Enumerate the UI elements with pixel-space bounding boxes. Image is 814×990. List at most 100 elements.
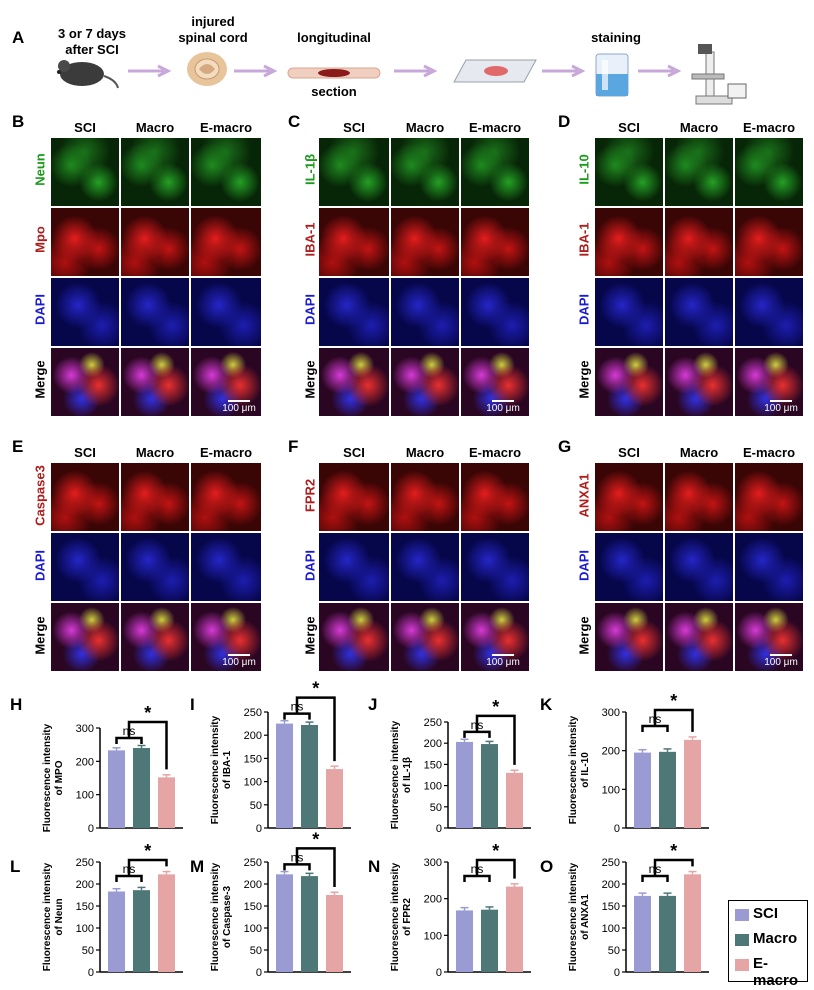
sig-bracket-ns	[283, 712, 311, 720]
image-tile	[664, 347, 734, 417]
sig-bracket-ns	[641, 724, 669, 732]
y-tick-label: 0	[88, 823, 94, 835]
col-title-sci: SCI	[618, 445, 640, 460]
sig-bracket-ns	[115, 874, 143, 882]
panel-label: M	[190, 857, 204, 876]
image-tile	[594, 347, 664, 417]
bar-macro	[659, 895, 676, 972]
image-tile	[50, 347, 120, 417]
image-tile	[120, 207, 190, 277]
y-tick-label: 100	[244, 777, 262, 789]
arrow-icon	[394, 64, 438, 78]
image-tile	[594, 137, 664, 207]
image-tile	[318, 532, 390, 602]
image-tile	[664, 207, 734, 277]
step-injured: injured spinal cord	[178, 14, 248, 45]
y-tick-label: 0	[256, 967, 262, 979]
col-title-e-macro: E-macro	[199, 445, 253, 460]
image-tile	[318, 137, 390, 207]
y-tick-label: 50	[430, 802, 442, 814]
image-tile	[190, 347, 262, 417]
image-tile	[594, 532, 664, 602]
image-tile	[50, 532, 120, 602]
panel-label: H	[10, 695, 22, 714]
y-tick-label: 200	[602, 879, 620, 891]
bar-sci	[634, 752, 651, 828]
image-tile	[460, 532, 530, 602]
image-tile	[318, 462, 390, 532]
y-tick-label: 100	[244, 923, 262, 935]
image-tile	[190, 277, 262, 347]
panel-label-f: F	[288, 437, 299, 456]
image-tile	[460, 347, 530, 417]
y-axis-label: Fluorescence intensity	[568, 715, 579, 824]
image-tile	[190, 462, 262, 532]
sig-bracket-star	[653, 708, 694, 732]
image-tile	[594, 462, 664, 532]
image-tile	[664, 462, 734, 532]
legend-label-macro: Macro	[753, 930, 798, 947]
microscope-icon	[691, 44, 747, 105]
col-title-sci: SCI	[618, 120, 640, 135]
y-tick-label: 100	[76, 790, 94, 802]
scale-bar: 100 μm	[476, 400, 530, 414]
panel-label: I	[190, 695, 195, 714]
image-tile	[460, 602, 530, 672]
bar-e-macro	[326, 895, 343, 972]
sig-bracket-star	[653, 858, 694, 876]
image-tile	[594, 277, 664, 347]
bar-e-macro	[506, 772, 523, 828]
y-tick-label: 250	[76, 857, 94, 869]
y-axis-label: Fluorescence intensity	[390, 862, 401, 971]
scale-bar: 100 μm	[218, 654, 260, 668]
y-tick-label: 200	[76, 756, 94, 768]
spinal-cord-icon	[187, 52, 227, 86]
image-tile	[734, 207, 804, 277]
image-tile	[460, 137, 530, 207]
bar-e-macro	[684, 739, 701, 828]
panel-label-a: A	[12, 28, 25, 47]
legend: SCI Macro E-macro	[728, 900, 808, 989]
image-tile	[120, 347, 190, 417]
y-tick-label: 200	[424, 894, 442, 906]
y-tick-label: 50	[250, 800, 262, 812]
y-tick-label: 100	[424, 930, 442, 942]
panel-label-g: G	[558, 437, 572, 456]
image-tile	[390, 277, 460, 347]
image-tile	[390, 462, 460, 532]
legend-label-e-macro: E-macro	[753, 955, 799, 989]
panel-label-c: C	[288, 112, 301, 131]
sig-label-star: *	[144, 703, 151, 723]
bar-sci	[108, 891, 125, 972]
scale-bar: 100 μm	[760, 400, 802, 414]
y-tick-label: 150	[602, 901, 620, 913]
col-title-macro: Macro	[135, 445, 175, 460]
bar-e-macro	[158, 874, 175, 972]
image-tile	[734, 277, 804, 347]
image-tile	[460, 462, 530, 532]
y-tick-label: 150	[244, 901, 262, 913]
y-tick-label: 200	[424, 738, 442, 750]
bar-e-macro	[684, 874, 701, 972]
bar-macro	[481, 744, 498, 828]
step-after-sci: 3 or 7 days after SCI	[58, 26, 126, 57]
col-title-macro: Macro	[405, 445, 445, 460]
y-axis-label: of IBA-1	[222, 750, 233, 789]
y-axis-label: of Neun	[54, 898, 65, 935]
col-title-e-macro: E-macro	[468, 445, 522, 460]
sig-bracket-ns	[641, 874, 669, 882]
col-title-macro: Macro	[679, 120, 719, 135]
col-title-e-macro: E-macro	[742, 445, 796, 460]
y-tick-label: 0	[436, 823, 442, 835]
y-axis-label: of FPR2	[402, 898, 413, 936]
y-axis-label: of ANXA1	[580, 894, 591, 940]
panel-label: J	[368, 695, 377, 714]
image-tile	[734, 532, 804, 602]
sig-bracket-ns	[115, 736, 143, 744]
y-axis-label: Fluorescence intensity	[42, 723, 53, 832]
y-tick-label: 0	[614, 967, 620, 979]
image-tile	[460, 207, 530, 277]
col-title-macro: Macro	[405, 120, 445, 135]
arrow-icon	[128, 64, 172, 78]
